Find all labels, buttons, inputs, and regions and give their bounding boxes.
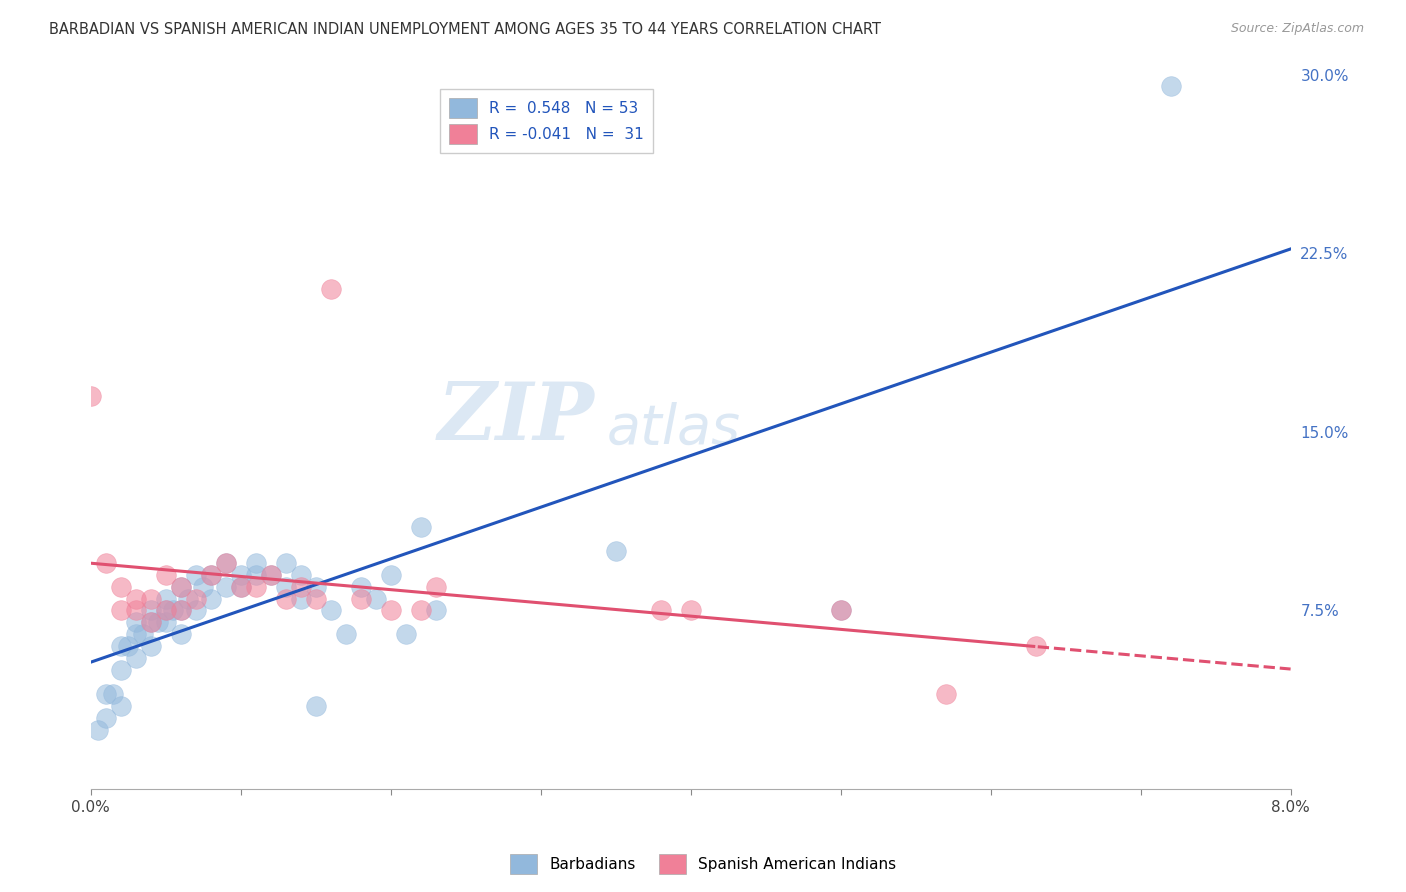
Point bbox=[184, 567, 207, 582]
Point bbox=[214, 556, 236, 570]
Point bbox=[139, 639, 162, 653]
Point bbox=[87, 723, 110, 737]
Point bbox=[94, 711, 117, 725]
Point bbox=[1025, 639, 1047, 653]
Point bbox=[200, 567, 222, 582]
Point bbox=[110, 603, 132, 617]
Point bbox=[274, 591, 297, 606]
Text: ZIP: ZIP bbox=[437, 379, 595, 457]
Point bbox=[139, 591, 162, 606]
Point bbox=[184, 591, 207, 606]
Point bbox=[110, 663, 132, 677]
Point bbox=[605, 544, 627, 558]
Point bbox=[935, 687, 957, 701]
Point bbox=[94, 687, 117, 701]
Point bbox=[155, 603, 177, 617]
Point bbox=[132, 627, 155, 641]
Point bbox=[169, 580, 191, 594]
Point bbox=[94, 556, 117, 570]
Point bbox=[274, 580, 297, 594]
Point bbox=[169, 603, 191, 617]
Point bbox=[200, 591, 222, 606]
Point bbox=[380, 567, 402, 582]
Point bbox=[146, 615, 169, 630]
Point bbox=[79, 389, 101, 403]
Point bbox=[304, 591, 326, 606]
Point bbox=[184, 603, 207, 617]
Point bbox=[229, 580, 252, 594]
Point bbox=[274, 556, 297, 570]
Point bbox=[650, 603, 672, 617]
Text: BARBADIAN VS SPANISH AMERICAN INDIAN UNEMPLOYMENT AMONG AGES 35 TO 44 YEARS CORR: BARBADIAN VS SPANISH AMERICAN INDIAN UNE… bbox=[49, 22, 882, 37]
Point bbox=[101, 687, 124, 701]
Point bbox=[110, 580, 132, 594]
Point bbox=[110, 698, 132, 713]
Point bbox=[335, 627, 357, 641]
Point bbox=[191, 580, 214, 594]
Point bbox=[162, 603, 184, 617]
Point bbox=[169, 603, 191, 617]
Point bbox=[409, 520, 432, 534]
Point bbox=[214, 556, 236, 570]
Point bbox=[124, 651, 146, 665]
Point bbox=[425, 603, 447, 617]
Point bbox=[304, 698, 326, 713]
Point bbox=[364, 591, 387, 606]
Point bbox=[259, 567, 281, 582]
Point bbox=[155, 603, 177, 617]
Point bbox=[124, 603, 146, 617]
Point bbox=[394, 627, 416, 641]
Point bbox=[245, 580, 267, 594]
Point bbox=[409, 603, 432, 617]
Point bbox=[319, 282, 342, 296]
Point bbox=[830, 603, 852, 617]
Point bbox=[214, 580, 236, 594]
Point bbox=[679, 603, 702, 617]
Point bbox=[139, 615, 162, 630]
Point bbox=[117, 639, 139, 653]
Point bbox=[169, 580, 191, 594]
Point bbox=[124, 615, 146, 630]
Point bbox=[155, 591, 177, 606]
Legend: R =  0.548   N = 53, R = -0.041   N =  31: R = 0.548 N = 53, R = -0.041 N = 31 bbox=[440, 89, 652, 153]
Point bbox=[155, 615, 177, 630]
Point bbox=[349, 580, 371, 594]
Point bbox=[425, 580, 447, 594]
Text: Source: ZipAtlas.com: Source: ZipAtlas.com bbox=[1230, 22, 1364, 36]
Text: atlas: atlas bbox=[606, 401, 741, 455]
Point bbox=[245, 567, 267, 582]
Point bbox=[124, 627, 146, 641]
Point bbox=[177, 591, 200, 606]
Point bbox=[349, 591, 371, 606]
Point bbox=[229, 567, 252, 582]
Point bbox=[259, 567, 281, 582]
Point bbox=[290, 567, 312, 582]
Point bbox=[290, 580, 312, 594]
Point bbox=[1160, 79, 1182, 94]
Point bbox=[200, 567, 222, 582]
Legend: Barbadians, Spanish American Indians: Barbadians, Spanish American Indians bbox=[503, 848, 903, 880]
Point bbox=[110, 639, 132, 653]
Point bbox=[139, 603, 162, 617]
Point bbox=[124, 591, 146, 606]
Point bbox=[139, 615, 162, 630]
Point bbox=[290, 591, 312, 606]
Point bbox=[319, 603, 342, 617]
Point bbox=[245, 556, 267, 570]
Point bbox=[155, 567, 177, 582]
Point bbox=[229, 580, 252, 594]
Point bbox=[169, 627, 191, 641]
Point bbox=[380, 603, 402, 617]
Point bbox=[830, 603, 852, 617]
Point bbox=[304, 580, 326, 594]
